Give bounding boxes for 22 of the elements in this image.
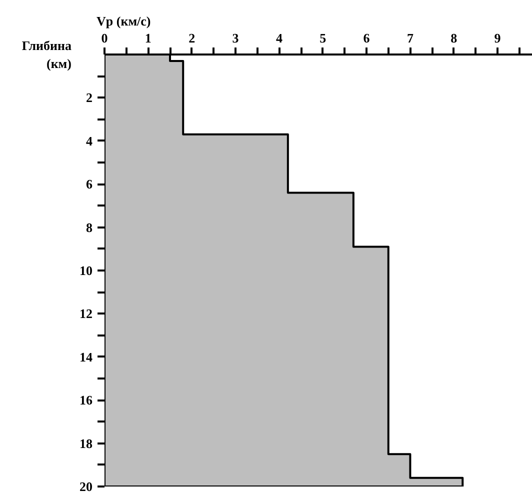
x-tick-label: 6 [363, 30, 370, 46]
y-tick-label: 10 [80, 263, 92, 278]
y-tick-label: 12 [80, 306, 92, 322]
y-axis-title: Глибина (км) [22, 38, 72, 71]
y-tick-label: 6 [86, 176, 93, 192]
y-tick-label: 4 [86, 133, 93, 148]
y-tick-label: 20 [80, 479, 92, 494]
y-tick-label: 16 [80, 392, 93, 408]
x-tick-label: 0 [101, 30, 108, 46]
x-tick-label: 7 [406, 30, 414, 46]
x-tick-label: 9 [494, 30, 502, 46]
x-axis-title: Vp (км/с) [96, 14, 151, 28]
x-tick-label: 3 [232, 30, 240, 46]
x-tick-label: 1 [144, 30, 152, 46]
x-tick-label: 5 [320, 30, 327, 46]
y-tick-label: 8 [86, 220, 93, 235]
y-tick-label: 18 [80, 436, 93, 451]
x-tick-label: 8 [450, 30, 458, 46]
x-tick-label: 4 [276, 30, 283, 46]
x-tick-label: 2 [188, 30, 196, 46]
y-tick-label: 2 [86, 90, 92, 106]
y-tick-label: 14 [80, 349, 93, 364]
